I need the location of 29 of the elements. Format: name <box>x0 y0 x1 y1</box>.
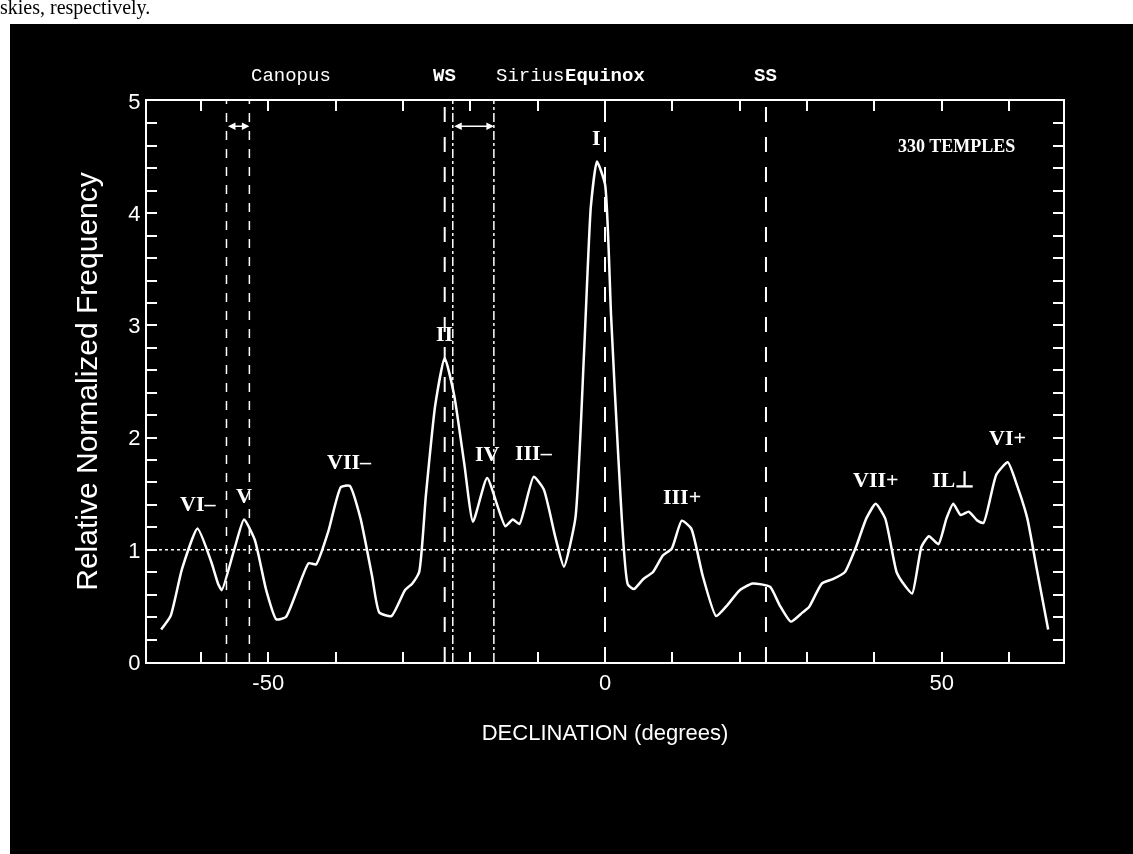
text: skies, respectively. <box>0 0 152 21</box>
y-tick-label: 0 <box>128 649 141 675</box>
annotation: III+ <box>663 484 702 509</box>
ref-line-label: SS <box>754 65 777 87</box>
ref-line-label: Sirius <box>496 65 565 87</box>
y-tick-label: 4 <box>128 200 141 226</box>
ref-line-label: Canopus <box>251 65 331 87</box>
annotation: 330 TEMPLES <box>898 136 1016 156</box>
annotation: II <box>436 321 454 346</box>
x-tick-label: -50 <box>252 670 285 696</box>
x-axis-title: DECLINATION (degrees) <box>481 719 729 745</box>
y-tick-label: 2 <box>128 425 141 451</box>
y-tick-label: 5 <box>128 88 141 114</box>
annotation: V <box>236 483 252 508</box>
annotation: VII+ <box>853 467 899 492</box>
y-tick-label: 1 <box>128 537 141 563</box>
ref-line-label: WS <box>433 65 456 87</box>
y-axis-title: Relative Normalized Frequency <box>69 172 103 591</box>
annotation: IL⊥ <box>932 467 975 492</box>
x-tick-label: 0 <box>598 670 612 696</box>
y-tick-label: 3 <box>128 313 141 339</box>
x-tick-label: 50 <box>929 670 954 696</box>
annotation: VI+ <box>989 425 1026 450</box>
annotation: I <box>592 125 601 150</box>
annotation: VII– <box>327 449 373 474</box>
annotation: VI– <box>180 491 217 516</box>
annotation: IV <box>475 441 500 466</box>
ref-line-label: Equinox <box>565 65 645 87</box>
annotation: III– <box>515 440 553 465</box>
